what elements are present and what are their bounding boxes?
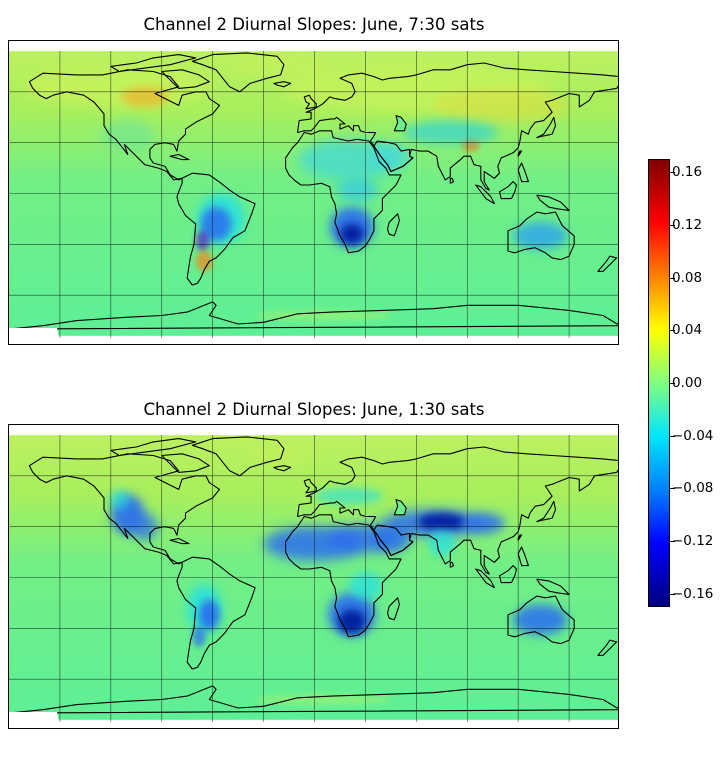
- colorbar-tick-mark: [669, 435, 675, 437]
- slope-anomaly-region: [402, 120, 498, 145]
- slope-anomaly-region: [433, 88, 570, 123]
- coastline-africa: [285, 514, 402, 638]
- coastline-arabia: [373, 140, 414, 173]
- coastline-arcticIslands: [110, 54, 197, 73]
- colorbar: [648, 159, 670, 607]
- coastline-caspian: [393, 499, 407, 516]
- coastline-taiwan: [517, 150, 523, 157]
- no-data-region: [9, 41, 618, 51]
- colorbar-tick-mark: [669, 488, 675, 490]
- coastline-greatBritain: [303, 478, 317, 494]
- coastline-eurasia: [296, 62, 618, 191]
- coastline-africa: [285, 130, 402, 254]
- colorbar-tick-label: −0.08: [672, 480, 714, 497]
- colorbar-tick-label: 0.00: [672, 375, 703, 391]
- coastline-newGuinea: [536, 578, 570, 595]
- slope-anomaly-region: [192, 626, 206, 647]
- map-1-7-30-sats: [8, 40, 619, 345]
- coastline-australia: [507, 211, 575, 261]
- slope-anomaly-region: [246, 445, 315, 466]
- coastline-baffin: [161, 69, 210, 89]
- coastline-greenland: [191, 436, 285, 477]
- colorbar-tick-mark: [669, 330, 675, 332]
- slope-anomaly-region: [229, 56, 332, 77]
- no-data-region: [9, 425, 618, 435]
- coastline-sriLanka: [449, 561, 455, 568]
- coastline-cuba: [169, 537, 190, 545]
- slope-anomaly-region: [513, 222, 568, 250]
- slope-anomaly-region: [195, 230, 210, 252]
- slope-anomaly-region: [255, 310, 391, 321]
- coastline-cuba: [169, 153, 190, 161]
- slope-anomaly-region: [513, 604, 568, 636]
- coastline-iceland: [273, 465, 292, 472]
- coastline-philippines: [517, 162, 529, 183]
- coastline-sumatra: [475, 568, 495, 589]
- coastline-greenland: [191, 52, 285, 93]
- coastline-arabia: [373, 524, 414, 557]
- colorbar-tick-label: 0.04: [672, 322, 703, 339]
- colorbar-tick-label: 0.16: [672, 164, 703, 181]
- colorbar-tick-label: 0.08: [672, 269, 703, 286]
- colorbar-tick-mark: [669, 277, 675, 279]
- colorbar-tick-mark: [669, 541, 675, 543]
- slope-anomaly-region: [199, 599, 220, 631]
- coastline-caspian: [393, 115, 407, 132]
- coastline-japan: [536, 500, 557, 523]
- colorbar-tick-mark: [669, 172, 675, 174]
- coastline-madagascar: [386, 597, 400, 621]
- world-map-svg: [9, 425, 618, 728]
- slope-anomaly-region: [200, 207, 232, 241]
- slope-anomaly-region: [339, 224, 364, 245]
- coastline-borneo: [498, 181, 518, 200]
- coastline-iceland: [273, 81, 292, 88]
- slope-anomaly-region: [314, 487, 383, 505]
- coastline-philippines: [517, 546, 529, 567]
- coastline-newZealand: [597, 255, 618, 272]
- coastline-taiwan: [517, 534, 523, 541]
- colorbar-tick-mark: [669, 593, 675, 595]
- coastline-sumatra: [475, 184, 495, 205]
- coastline-eurasia: [296, 446, 618, 575]
- coastline-southAmerica: [176, 172, 256, 286]
- coastline-japan: [536, 116, 557, 139]
- slope-anomaly-region: [428, 530, 456, 558]
- coastline-arcticIslands: [110, 438, 197, 457]
- coastline-northAmerica: [28, 453, 221, 565]
- coastline-antarctica: [9, 301, 618, 330]
- coastline-northAmerica: [28, 69, 221, 181]
- coastline-australia: [507, 595, 575, 645]
- slope-anomaly-region: [418, 513, 466, 531]
- colorbar-tick-mark: [669, 383, 675, 384]
- no-data-region: [9, 712, 618, 728]
- slope-anomaly-region: [255, 694, 391, 705]
- coastline-greatBritain: [303, 94, 317, 110]
- map-2-title: Channel 2 Diurnal Slopes: June, 1:30 sat…: [143, 400, 485, 419]
- colorbar-tick-label: −0.16: [672, 585, 714, 602]
- coastline-baffin: [161, 453, 210, 473]
- colorbar-tick-mark: [669, 224, 675, 226]
- coastline-newZealand: [597, 639, 618, 656]
- coastline-southAmerica: [176, 556, 256, 670]
- slope-anomaly-region: [370, 524, 412, 553]
- colorbar-tick-label: −0.04: [672, 427, 714, 444]
- coastline-antarctica: [9, 685, 618, 714]
- coastline-madagascar: [386, 213, 400, 237]
- coastline-newGuinea: [536, 194, 570, 211]
- slope-anomaly-region: [195, 251, 213, 272]
- colorbar-tick-label: −0.12: [672, 533, 714, 550]
- no-data-region: [9, 328, 618, 344]
- coastline-sriLanka: [449, 177, 455, 184]
- map-1-title: Channel 2 Diurnal Slopes: June, 7:30 sat…: [143, 15, 485, 34]
- colorbar-tick-label: 0.12: [672, 216, 703, 233]
- slope-anomaly-region: [109, 489, 130, 510]
- coastline-borneo: [498, 565, 518, 584]
- slope-anomaly-region: [336, 178, 378, 202]
- world-map-svg: [9, 41, 618, 344]
- slope-anomaly-region: [338, 609, 366, 634]
- slope-anomaly-region: [463, 513, 505, 534]
- slope-anomaly-region: [100, 118, 155, 153]
- map-2-1-30-sats: [8, 424, 619, 729]
